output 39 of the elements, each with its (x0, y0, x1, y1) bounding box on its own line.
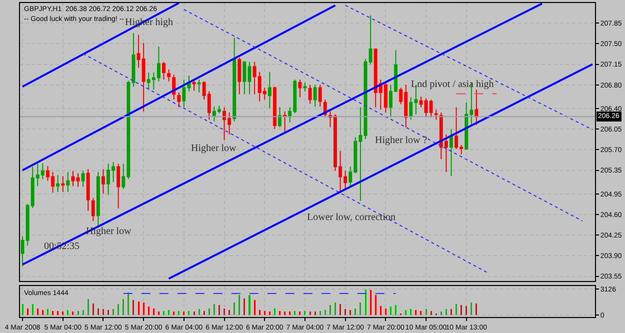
candlestick (268, 71, 272, 109)
candlestick (56, 174, 60, 193)
candlestick (177, 92, 181, 108)
candlestick (66, 172, 70, 193)
candlestick (278, 106, 282, 128)
candlestick (238, 57, 242, 95)
annotation: Higher low ? (375, 135, 428, 146)
candlestick (318, 84, 322, 108)
candlestick (283, 110, 287, 134)
candlestick (132, 32, 136, 88)
candlestick (368, 14, 372, 65)
candlestick (298, 79, 302, 98)
candlestick (81, 170, 85, 188)
candlestick (71, 170, 75, 187)
candlestick (96, 172, 100, 228)
candlestick (76, 172, 80, 188)
candlestick (272, 86, 276, 130)
candlestick (232, 37, 236, 122)
candlestick (434, 109, 438, 120)
candlestick (116, 163, 120, 210)
candlestick (474, 89, 478, 126)
candlestick (303, 82, 307, 92)
candlestick (86, 168, 90, 212)
annotation: Lower low, correction (307, 212, 396, 223)
candlestick (248, 61, 252, 95)
candlestick (192, 79, 196, 92)
candlestick (308, 84, 312, 104)
candlestick (242, 61, 246, 95)
annotation: Higher low (191, 143, 238, 154)
candlestick (450, 128, 453, 177)
candlestick (101, 168, 105, 194)
candlestick (162, 61, 166, 80)
candlestick (167, 69, 171, 82)
candlestick (419, 96, 423, 108)
candlestick (313, 84, 317, 108)
candlestick (91, 197, 95, 222)
annotation: Higher low (86, 226, 132, 237)
candlestick (197, 79, 201, 94)
candlestick (61, 176, 65, 193)
